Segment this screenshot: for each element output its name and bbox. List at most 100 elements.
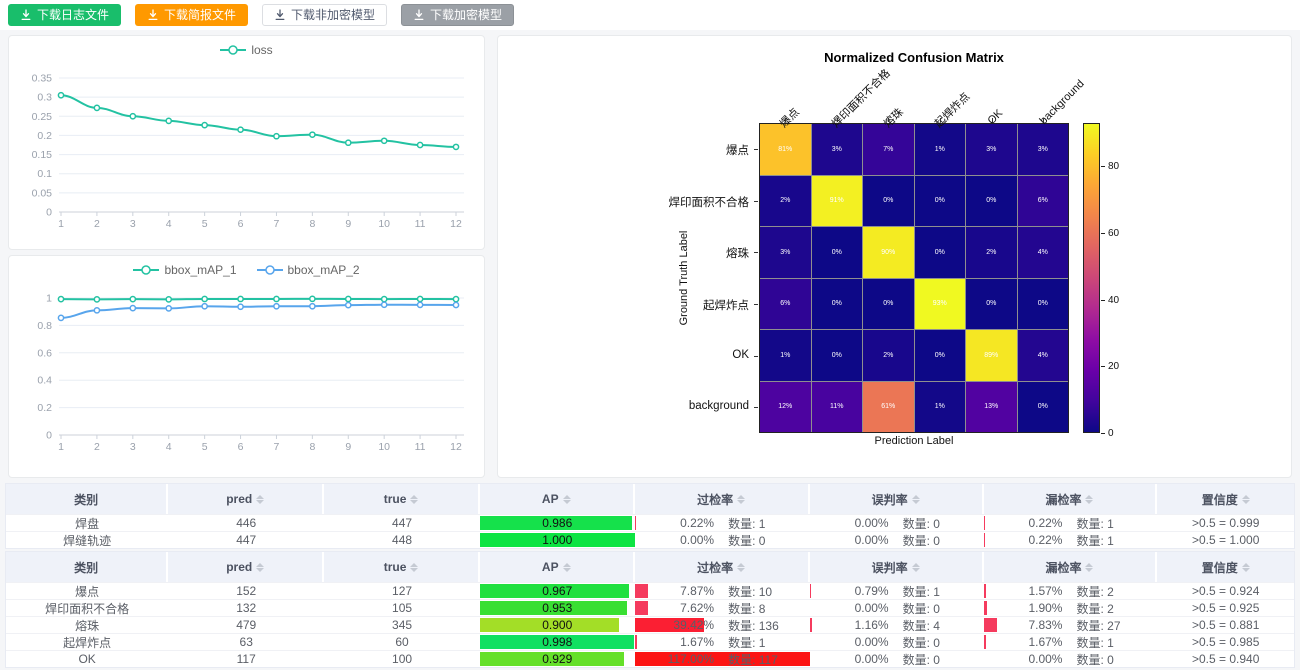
cell-true: 60 (324, 634, 480, 650)
cm-tick (940, 118, 941, 122)
sort-caret-icon[interactable] (256, 563, 264, 572)
sort-caret-icon[interactable] (1085, 495, 1093, 504)
overkill-count: 数量: 136 (728, 617, 782, 633)
data-point (346, 303, 351, 308)
svg-text:0.15: 0.15 (32, 149, 53, 161)
column-header-pred[interactable]: pred (168, 484, 324, 514)
svg-text:0.2: 0.2 (37, 130, 52, 142)
svg-text:12: 12 (450, 218, 462, 230)
svg-text:4: 4 (166, 218, 172, 230)
legend-item-bbox_mAP_2[interactable]: bbox_mAP_2 (257, 263, 360, 277)
cm-row-label: OK (498, 349, 749, 361)
cm-cell: 0% (966, 176, 1017, 227)
sort-caret-icon[interactable] (1242, 495, 1250, 504)
download-encrypted-model-button[interactable]: 下载加密模型 (401, 4, 514, 26)
data-point (202, 304, 207, 309)
cm-cell: 91% (812, 176, 863, 227)
column-header-误判率[interactable]: 误判率 (810, 484, 984, 514)
sort-caret-icon[interactable] (1085, 563, 1093, 572)
svg-text:0.4: 0.4 (37, 375, 52, 387)
column-header-label: 漏检率 (1045, 559, 1081, 576)
data-point (130, 306, 135, 311)
svg-text:5: 5 (202, 218, 208, 230)
cell-pred: 63 (168, 634, 324, 650)
column-header-AP[interactable]: AP (480, 484, 635, 514)
download-log-button[interactable]: 下载日志文件 (8, 4, 121, 26)
svg-text:6: 6 (238, 218, 244, 230)
sort-caret-icon[interactable] (410, 495, 418, 504)
column-header-漏检率[interactable]: 漏检率 (984, 484, 1158, 514)
cm-cell: 6% (760, 279, 811, 330)
cell-true: 447 (324, 515, 480, 531)
cell-ap: 0.967 (480, 583, 635, 599)
svg-text:12: 12 (450, 441, 462, 453)
download-brief-button[interactable]: 下载简报文件 (135, 4, 248, 26)
sort-caret-icon[interactable] (737, 495, 745, 504)
cell-pred: 479 (168, 617, 324, 633)
svg-text:0.25: 0.25 (32, 111, 53, 123)
cell-category-value: 熔珠 (75, 617, 99, 633)
download-icon (413, 9, 425, 21)
cell-overkill: 0.00%数量: 0 (635, 532, 810, 548)
svg-text:0.8: 0.8 (37, 320, 52, 332)
cell-overkill: 7.62%数量: 8 (635, 600, 810, 616)
svg-text:1: 1 (58, 218, 64, 230)
cell-true: 127 (324, 583, 480, 599)
cell-true: 448 (324, 532, 480, 548)
column-header-label: 置信度 (1202, 559, 1238, 576)
miss-percent: 1.57% (1010, 584, 1062, 598)
cell-ap: 0.986 (480, 515, 635, 531)
sort-caret-icon[interactable] (410, 563, 418, 572)
column-header-漏检率[interactable]: 漏检率 (984, 552, 1158, 582)
sort-caret-icon[interactable] (737, 563, 745, 572)
column-header-过检率[interactable]: 过检率 (635, 552, 810, 582)
cell-miss: 1.90%数量: 2 (984, 600, 1158, 616)
data-point (453, 296, 458, 301)
cell-category-value: 焊缝轨迹 (63, 532, 111, 548)
column-header-误判率[interactable]: 误判率 (810, 552, 984, 582)
cell-true-value: 105 (392, 601, 412, 615)
cell-miss: 0.22%数量: 1 (984, 532, 1158, 548)
miss-count: 数量: 2 (1076, 600, 1130, 616)
data-point (382, 302, 387, 307)
sort-caret-icon[interactable] (1242, 563, 1250, 572)
cm-cell: 11% (812, 382, 863, 433)
column-header-AP[interactable]: AP (480, 552, 635, 582)
svg-text:3: 3 (130, 441, 136, 453)
column-header-true[interactable]: true (324, 552, 480, 582)
column-header-label: 类别 (74, 559, 98, 576)
overkill-percent: 39.42% (662, 618, 714, 632)
column-header-pred[interactable]: pred (168, 552, 324, 582)
miss-count: 数量: 0 (1076, 651, 1130, 667)
sort-caret-icon[interactable] (563, 563, 571, 572)
column-header-置信度[interactable]: 置信度 (1157, 552, 1294, 582)
sort-caret-icon[interactable] (256, 495, 264, 504)
cm-cell: 2% (760, 176, 811, 227)
download-plain-model-button[interactable]: 下载非加密模型 (262, 4, 387, 26)
column-header-过检率[interactable]: 过检率 (635, 484, 810, 514)
cell-true: 100 (324, 651, 480, 667)
sort-caret-icon[interactable] (912, 563, 920, 572)
column-header-置信度[interactable]: 置信度 (1157, 484, 1294, 514)
cm-tick (888, 118, 889, 122)
legend-label: loss (251, 43, 272, 57)
cell-overkill: 0.22%数量: 1 (635, 515, 810, 531)
legend-item-bbox_mAP_1[interactable]: bbox_mAP_1 (133, 263, 236, 277)
sort-caret-icon[interactable] (912, 495, 920, 504)
sort-caret-icon[interactable] (563, 495, 571, 504)
svg-text:1: 1 (58, 441, 64, 453)
miss-percent: 1.67% (1010, 635, 1062, 649)
data-point (238, 296, 243, 301)
svg-text:0: 0 (46, 207, 52, 219)
legend-item-loss[interactable]: loss (220, 43, 272, 57)
data-point (453, 144, 458, 149)
misjudge-percent: 0.79% (837, 584, 889, 598)
column-header-true[interactable]: true (324, 484, 480, 514)
data-point (346, 296, 351, 301)
confusion-matrix-grid: 81%3%7%1%3%3%2%91%0%0%0%6%3%0%90%0%2%4%6… (759, 123, 1069, 433)
cell-confidence: >0.5 = 0.999 (1157, 515, 1294, 531)
cm-tick (754, 201, 758, 202)
